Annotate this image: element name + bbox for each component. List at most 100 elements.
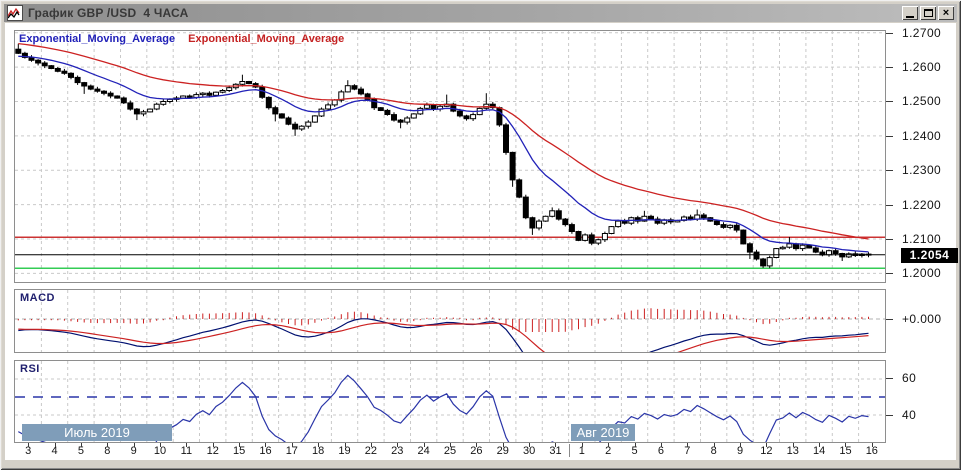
candle bbox=[207, 93, 212, 95]
candle bbox=[88, 86, 93, 89]
candle bbox=[299, 126, 304, 129]
candle bbox=[827, 251, 832, 255]
candle bbox=[359, 89, 364, 94]
candle bbox=[115, 96, 120, 98]
macd-panel-label: MACD bbox=[20, 292, 55, 304]
candle bbox=[55, 69, 60, 72]
candle bbox=[741, 230, 746, 244]
candle bbox=[82, 83, 87, 86]
candle bbox=[649, 216, 654, 219]
candle bbox=[543, 216, 548, 221]
candle bbox=[747, 244, 752, 252]
candle bbox=[345, 86, 350, 92]
candle bbox=[596, 240, 601, 243]
candle bbox=[247, 82, 252, 84]
rsi-level-40-label: 40 bbox=[902, 408, 958, 422]
close-button[interactable]: × bbox=[938, 6, 954, 20]
candle bbox=[260, 87, 265, 97]
candle bbox=[154, 104, 159, 109]
title-bar[interactable]: График GBP /USD 4 ЧАСА × bbox=[4, 4, 957, 22]
candle bbox=[95, 89, 100, 91]
minimize-button[interactable] bbox=[902, 6, 918, 20]
candle bbox=[761, 259, 766, 266]
candle bbox=[134, 109, 139, 114]
month-separator bbox=[569, 444, 570, 457]
candle bbox=[550, 211, 555, 217]
legend-ema-slow: Exponential_Moving_Average bbox=[188, 33, 344, 45]
chart-app-icon[interactable] bbox=[7, 5, 23, 21]
minimize-icon bbox=[906, 16, 914, 18]
candle bbox=[510, 152, 515, 180]
candle bbox=[42, 63, 47, 66]
candle bbox=[833, 251, 838, 254]
candle bbox=[286, 118, 291, 124]
candle bbox=[464, 116, 469, 119]
candle bbox=[714, 221, 719, 224]
candle bbox=[49, 66, 54, 69]
candle bbox=[187, 96, 192, 97]
candle bbox=[326, 105, 331, 109]
candle bbox=[583, 235, 588, 241]
candle bbox=[576, 232, 581, 241]
candle bbox=[352, 86, 357, 89]
candle bbox=[800, 245, 805, 248]
candle bbox=[794, 244, 799, 249]
candle bbox=[121, 98, 126, 103]
indicator-legend: Exponential_Moving_Average Exponential_M… bbox=[19, 33, 344, 45]
candle bbox=[141, 112, 146, 114]
chart-window: График GBP /USD 4 ЧАСА × Exponential_Mov… bbox=[0, 0, 961, 470]
candle bbox=[688, 217, 693, 219]
candle bbox=[148, 109, 153, 112]
candle bbox=[807, 245, 812, 248]
candle bbox=[227, 88, 232, 91]
main-chart-panel[interactable]: Exponential_Moving_Average Exponential_M… bbox=[14, 30, 886, 283]
macd-panel[interactable]: MACD bbox=[14, 289, 886, 353]
candle bbox=[167, 99, 172, 101]
candle bbox=[471, 115, 476, 119]
candle bbox=[29, 58, 34, 61]
window-controls: × bbox=[902, 6, 954, 20]
candle bbox=[431, 105, 436, 109]
candle bbox=[293, 124, 298, 129]
candle bbox=[200, 93, 205, 94]
candle bbox=[556, 211, 561, 219]
candle bbox=[734, 225, 739, 230]
rsi-level-60-label: 60 bbox=[902, 371, 958, 385]
candle bbox=[754, 252, 759, 259]
legend-ema-fast: Exponential_Moving_Average bbox=[19, 33, 175, 45]
candle bbox=[537, 221, 542, 228]
indicator-line bbox=[18, 56, 868, 252]
candle bbox=[398, 120, 403, 122]
candle bbox=[609, 227, 614, 234]
candle bbox=[504, 125, 509, 152]
candle bbox=[530, 218, 535, 228]
candle bbox=[214, 92, 219, 95]
macd-canvas[interactable] bbox=[15, 290, 885, 352]
candle bbox=[273, 108, 278, 114]
candle bbox=[16, 49, 21, 53]
candle bbox=[497, 108, 502, 125]
indicator-line bbox=[18, 319, 868, 352]
candle bbox=[457, 111, 462, 116]
candle bbox=[220, 91, 225, 93]
rsi-level-60-tick bbox=[886, 378, 893, 379]
candle bbox=[102, 91, 107, 93]
candle bbox=[728, 225, 733, 227]
candle bbox=[569, 225, 574, 232]
indicator-line bbox=[18, 44, 868, 239]
candle bbox=[418, 108, 423, 114]
chart-icon-glyph bbox=[8, 7, 20, 19]
candle bbox=[279, 114, 284, 118]
macd-zero-label: +0.000 bbox=[902, 312, 958, 326]
price-chart-canvas[interactable] bbox=[15, 31, 885, 282]
candle bbox=[774, 249, 779, 258]
month-label-july: Июль 2019 bbox=[22, 424, 172, 441]
candle bbox=[36, 60, 41, 63]
candle bbox=[813, 248, 818, 252]
maximize-button[interactable] bbox=[920, 6, 936, 20]
candle bbox=[312, 116, 317, 122]
candle bbox=[602, 234, 607, 240]
candle bbox=[787, 244, 792, 247]
window-title: График GBP /USD 4 ЧАСА bbox=[28, 6, 188, 20]
close-icon: × bbox=[943, 8, 949, 19]
